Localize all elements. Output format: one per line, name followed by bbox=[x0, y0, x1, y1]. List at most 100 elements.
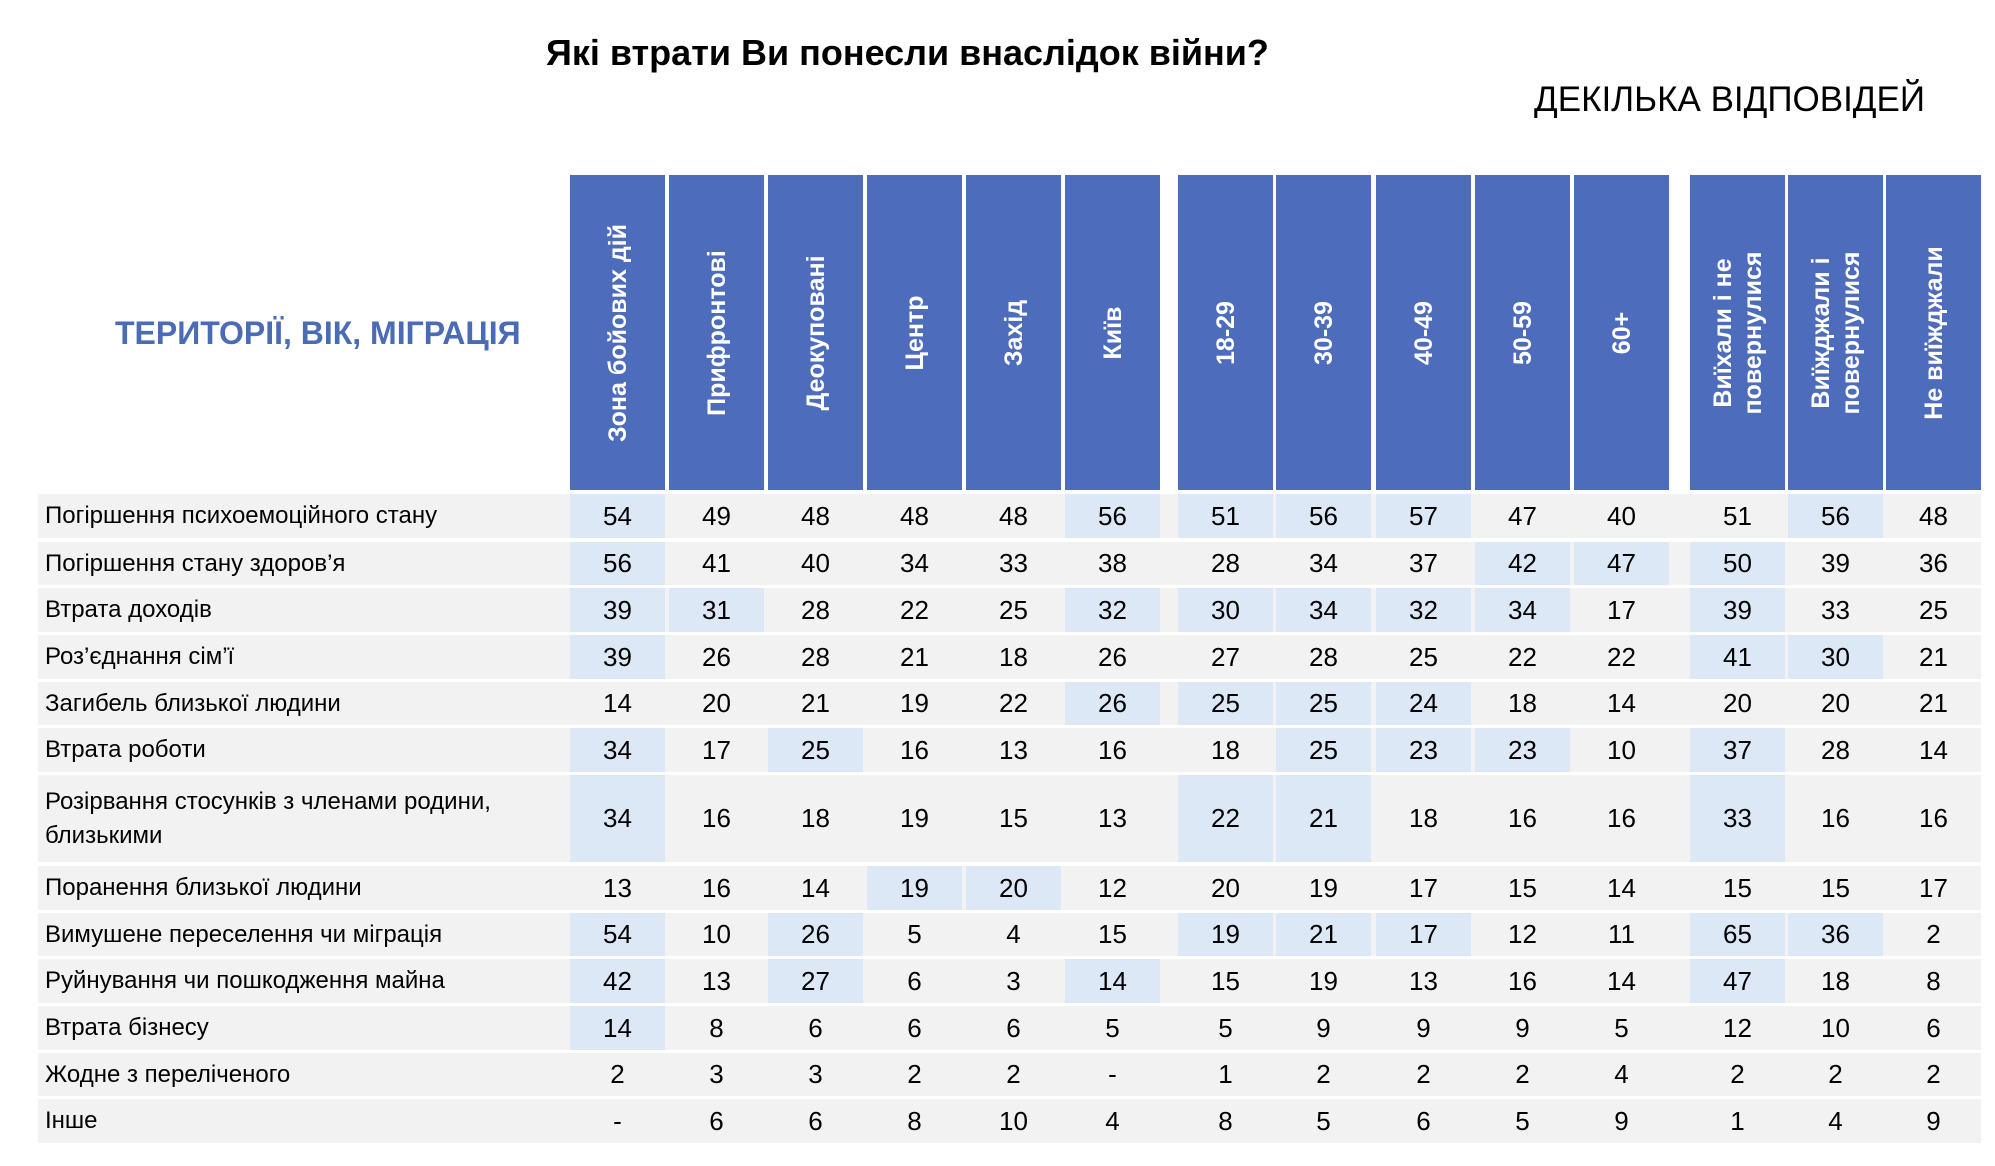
table-cell: 19 bbox=[867, 866, 962, 910]
table-cell: 20 bbox=[966, 866, 1061, 910]
table-cell: 6 bbox=[669, 1099, 764, 1143]
column-header-label: Київ bbox=[1098, 306, 1128, 359]
table-cell: 13 bbox=[1376, 959, 1471, 1003]
column-header-line: Зона бойових дій bbox=[603, 223, 632, 442]
table-cell: 9 bbox=[1574, 1099, 1669, 1143]
row-label-line: Руйнування чи пошкодження майна bbox=[45, 967, 445, 995]
table-cell: 5 bbox=[1276, 1099, 1371, 1143]
column-header-line: Прифронтові bbox=[702, 249, 731, 416]
row-label-line: Втрата роботи bbox=[45, 736, 206, 764]
table-cell: 19 bbox=[867, 682, 962, 725]
table-cell: 65 bbox=[1690, 913, 1785, 956]
table-cell: 56 bbox=[1276, 494, 1371, 538]
table-cell: 14 bbox=[1886, 728, 1981, 772]
row-label-line: Погіршення стану здоров’я bbox=[45, 549, 346, 577]
table-cell: 25 bbox=[1276, 728, 1371, 772]
table-cell: 6 bbox=[1886, 1006, 1981, 1050]
table-cell: 20 bbox=[669, 682, 764, 725]
table-cell: 16 bbox=[669, 866, 764, 910]
column-header-line: Деокуповані bbox=[801, 254, 830, 411]
table-cell: 9 bbox=[1376, 1006, 1471, 1050]
table-cell: 13 bbox=[966, 728, 1061, 772]
table-cell: 31 bbox=[669, 588, 764, 632]
table-cell: 3 bbox=[768, 1053, 863, 1096]
row-label-line: Втрата бізнесу bbox=[45, 1014, 209, 1042]
column-header-label: 60+ bbox=[1607, 311, 1637, 353]
column-header-label: Виїхали і не повернулися bbox=[1708, 251, 1768, 414]
table-cell: 26 bbox=[669, 635, 764, 679]
column-header: 60+ bbox=[1574, 175, 1669, 490]
table-cell: 26 bbox=[1065, 682, 1160, 725]
table-cell: - bbox=[570, 1099, 665, 1143]
table-cell: 1 bbox=[1690, 1099, 1785, 1143]
table-cell: 16 bbox=[669, 775, 764, 862]
column-header: 30-39 bbox=[1276, 175, 1371, 490]
row-label: Загибель близької людини bbox=[45, 682, 555, 725]
table-cell: 28 bbox=[768, 635, 863, 679]
table-cell: 17 bbox=[669, 728, 764, 772]
table-cell: 2 bbox=[1886, 913, 1981, 956]
table-cell: 22 bbox=[966, 682, 1061, 725]
table-cell: - bbox=[1065, 1053, 1160, 1096]
table-cell: 56 bbox=[1065, 494, 1160, 538]
row-label: Жодне з переліченого bbox=[45, 1053, 555, 1096]
table-cell: 54 bbox=[570, 913, 665, 956]
table-cell: 39 bbox=[1788, 542, 1883, 585]
row-label: Втрата роботи bbox=[45, 728, 555, 772]
column-header-line: 60+ bbox=[1607, 311, 1636, 354]
table-cell: 27 bbox=[1178, 635, 1273, 679]
table-cell: 22 bbox=[1574, 635, 1669, 679]
table-cell: 49 bbox=[669, 494, 764, 538]
table-cell: 47 bbox=[1690, 959, 1785, 1003]
table-cell: 19 bbox=[1276, 866, 1371, 910]
table-cell: 3 bbox=[669, 1053, 764, 1096]
table-cell: 2 bbox=[1475, 1053, 1570, 1096]
table-cell: 41 bbox=[669, 542, 764, 585]
table-cell: 16 bbox=[1475, 959, 1570, 1003]
row-label-text: Втрата роботи bbox=[45, 733, 206, 767]
table-cell: 1 bbox=[1178, 1053, 1273, 1096]
table-cell: 39 bbox=[570, 588, 665, 632]
column-header: Прифронтові bbox=[669, 175, 764, 490]
table-cell: 4 bbox=[1574, 1053, 1669, 1096]
row-label-line: Жодне з переліченого bbox=[45, 1060, 291, 1088]
table-cell: 16 bbox=[867, 728, 962, 772]
table-cell: 36 bbox=[1788, 913, 1883, 956]
table-cell: 8 bbox=[669, 1006, 764, 1050]
row-label-text: Інше bbox=[45, 1104, 98, 1138]
table-cell: 34 bbox=[570, 728, 665, 772]
column-header-line: Виїхали і не bbox=[1708, 257, 1737, 408]
table-cell: 4 bbox=[966, 913, 1061, 956]
table-cell: 34 bbox=[1276, 542, 1371, 585]
table-cell: 28 bbox=[1276, 635, 1371, 679]
column-header-label: 30-39 bbox=[1309, 301, 1339, 365]
table-cell: 11 bbox=[1574, 913, 1669, 956]
table-cell: 16 bbox=[1788, 775, 1883, 862]
row-label-line: Поранення близької людини bbox=[45, 874, 362, 902]
table-cell: 51 bbox=[1178, 494, 1273, 538]
table-cell: 28 bbox=[1788, 728, 1883, 772]
row-label: Роз’єднання сім’ї bbox=[45, 635, 555, 679]
table-cell: 19 bbox=[867, 775, 962, 862]
table-cell: 25 bbox=[1376, 635, 1471, 679]
column-header: Зона бойових дій bbox=[570, 175, 665, 490]
table-cell: 42 bbox=[1475, 542, 1570, 585]
table-cell: 25 bbox=[768, 728, 863, 772]
table-cell: 14 bbox=[1574, 866, 1669, 910]
table-cell: 34 bbox=[867, 542, 962, 585]
table-cell: 5 bbox=[1574, 1006, 1669, 1050]
table-cell: 2 bbox=[1886, 1053, 1981, 1096]
table-cell: 33 bbox=[1788, 588, 1883, 632]
table-cell: 22 bbox=[867, 588, 962, 632]
table-cell: 6 bbox=[768, 1099, 863, 1143]
table-cell: 2 bbox=[1276, 1053, 1371, 1096]
table-cell: 20 bbox=[1788, 682, 1883, 725]
table-cell: 14 bbox=[570, 1006, 665, 1050]
table-cell: 18 bbox=[966, 635, 1061, 679]
table-cell: 16 bbox=[1574, 775, 1669, 862]
table-cell: 2 bbox=[1690, 1053, 1785, 1096]
column-header-line: повернулися bbox=[1738, 250, 1767, 415]
table-cell: 56 bbox=[1788, 494, 1883, 538]
column-header-line: Центр bbox=[900, 294, 929, 371]
column-header: Центр bbox=[867, 175, 962, 490]
